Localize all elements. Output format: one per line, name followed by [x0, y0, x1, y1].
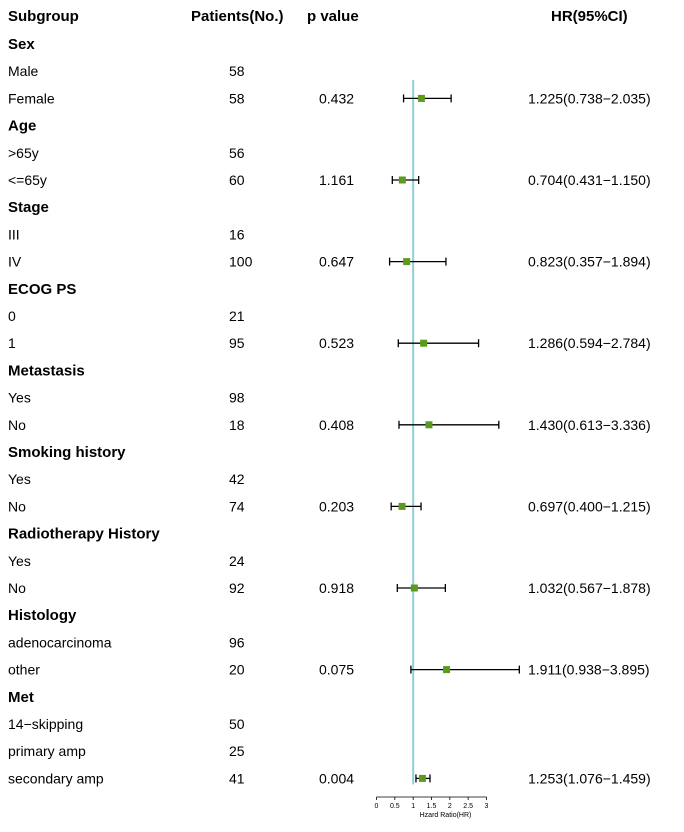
hr-ci-text: 0.704(0.431−1.150): [528, 172, 651, 188]
patients-count: 18: [229, 417, 245, 433]
subgroup-label: other: [8, 662, 40, 678]
group-label: Radiotherapy History: [8, 526, 160, 543]
subgroup-label: No: [8, 580, 26, 596]
x-tick-label: 2: [448, 803, 452, 810]
subgroup-label: 14−skipping: [8, 716, 83, 732]
hr-ci-text: 1.430(0.613−3.336): [528, 417, 651, 433]
group-label: ECOG PS: [8, 281, 76, 298]
subgroup-label: >65y: [8, 145, 39, 161]
patients-count: 74: [229, 498, 245, 514]
p-value: 0.918: [319, 580, 354, 596]
patients-count: 95: [229, 335, 245, 351]
header-patients: Patients(No.): [191, 8, 284, 25]
hr-ci-text: 1.253(1.076−1.459): [528, 770, 651, 786]
group-label: Smoking history: [8, 444, 126, 461]
hr-ci-text: 1.032(0.567−1.878): [528, 580, 651, 596]
x-axis: 0 0.5 1 1.5 2 2.5 3 Hzard Ratio(HR): [375, 796, 489, 819]
hr-ci-text: 1.911(0.938−3.895): [528, 662, 650, 678]
x-tick-label: 2.5: [463, 803, 473, 810]
subgroup-label: Male: [8, 63, 39, 79]
hr-point: [420, 339, 428, 347]
patients-count: 58: [229, 63, 245, 79]
x-tick-label: 0: [375, 803, 379, 810]
patients-count: 56: [229, 145, 245, 161]
x-axis-label: Hzard Ratio(HR): [420, 812, 472, 819]
hr-point: [443, 666, 451, 674]
patients-count: 42: [229, 471, 245, 487]
p-value: 0.004: [319, 770, 354, 786]
subgroup-label: 1: [8, 335, 16, 351]
header-hr: HR(95%CI): [551, 8, 628, 25]
group-label: Age: [8, 118, 36, 135]
x-tick-label: 3: [485, 803, 489, 810]
subgroup-label: secondary amp: [8, 770, 104, 786]
subgroup-label: <=65y: [8, 172, 47, 188]
p-value: 1.161: [319, 172, 354, 188]
hr-ci-text: 0.823(0.357−1.894): [528, 254, 651, 270]
subgroup-label: Yes: [8, 553, 31, 569]
group-label: Met: [8, 689, 34, 706]
p-value: 0.523: [319, 335, 354, 351]
patients-count: 98: [229, 390, 245, 406]
subgroup-label: No: [8, 498, 26, 514]
hr-point: [398, 502, 406, 510]
plot-area: [388, 80, 520, 785]
hr-ci-text: 1.225(0.738−2.035): [528, 90, 651, 106]
patients-count: 92: [229, 580, 245, 596]
hr-point: [410, 584, 418, 592]
patients-count: 58: [229, 90, 245, 106]
hr-point: [417, 94, 425, 102]
p-value: 0.203: [319, 498, 354, 514]
p-value: 0.408: [319, 417, 354, 433]
patients-count: 24: [229, 553, 245, 569]
group-label: Metastasis: [8, 362, 85, 379]
group-label: Stage: [8, 199, 49, 216]
hr-ci-text: 1.286(0.594−2.784): [528, 335, 651, 351]
header-subgroup: Subgroup: [8, 8, 79, 25]
patients-count: 25: [229, 743, 245, 759]
subgroup-label: primary amp: [8, 743, 86, 759]
x-tick-label: 0.5: [390, 803, 400, 810]
x-tick-label: 1.5: [427, 803, 437, 810]
hr-ci-text: 0.697(0.400−1.215): [528, 498, 651, 514]
patients-count: 41: [229, 770, 245, 786]
patients-count: 60: [229, 172, 245, 188]
patients-count: 21: [229, 308, 245, 324]
x-tick-label: 1: [411, 803, 415, 810]
subgroup-label: Yes: [8, 471, 31, 487]
patients-count: 20: [229, 662, 245, 678]
subgroup-label: Yes: [8, 390, 31, 406]
subgroup-label: III: [8, 226, 20, 242]
subgroup-label: 0: [8, 308, 16, 324]
hr-point: [403, 258, 411, 266]
header-p-value: p value: [307, 8, 359, 25]
hr-point: [398, 176, 406, 184]
subgroup-label: IV: [8, 254, 22, 270]
patients-count: 50: [229, 716, 245, 732]
patients-count: 100: [229, 254, 253, 270]
p-value: 0.432: [319, 90, 354, 106]
patients-count: 96: [229, 634, 245, 650]
subgroup-label: adenocarcinoma: [8, 634, 112, 650]
table-rows: Sex Male 58 Female 58 0.432 1.225(0.738−2.035)…: [8, 36, 651, 786]
group-label: Histology: [8, 607, 77, 624]
p-value: 0.647: [319, 254, 354, 270]
subgroup-label: Female: [8, 90, 55, 106]
hr-point: [418, 774, 426, 782]
hr-point: [425, 421, 433, 429]
p-value: 0.075: [319, 662, 354, 678]
patients-count: 16: [229, 226, 245, 242]
group-label: Sex: [8, 36, 35, 53]
subgroup-label: No: [8, 417, 26, 433]
